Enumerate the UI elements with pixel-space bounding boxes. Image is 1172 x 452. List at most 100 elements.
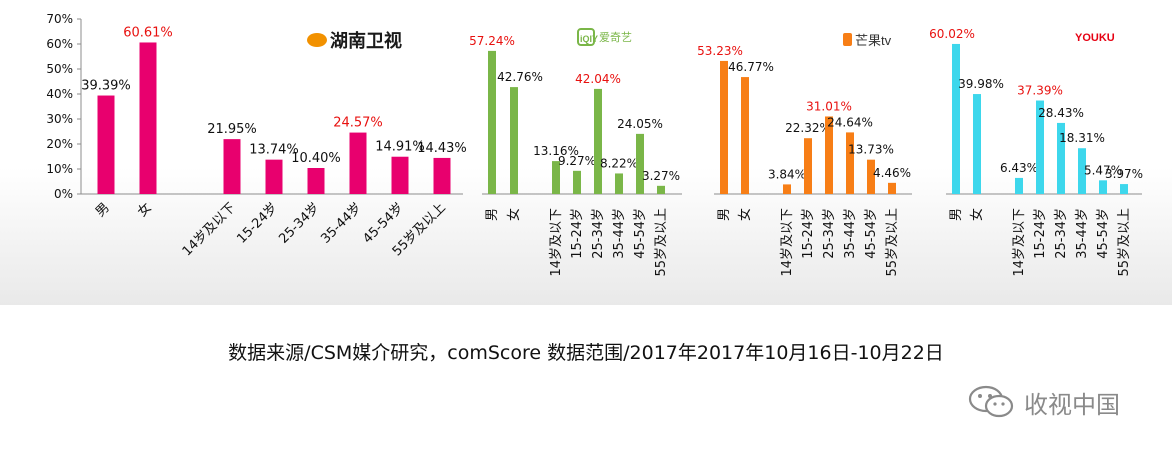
x-tick-label-1-2: 14岁及以下 [549,208,564,277]
logo-hunan-text: 湖南卫视 [330,30,402,51]
watermark-text: 收视中国 [1024,390,1120,419]
x-tick-label-0-3: 15-24岁 [234,200,281,247]
x-tick-label-1-0: 男 [485,208,500,221]
y-tick-label: 70% [46,12,73,26]
data-source-note: 数据来源/CSM媒介研究，comScore 数据范围/2017年2017年10月… [228,342,944,364]
data-label-2-5: 24.64% [827,115,873,129]
x-tick-label-1-1: 女 [506,208,522,221]
data-label-1-7: 3.27% [642,169,680,183]
bar-2-4 [825,116,833,194]
logo-youku-text: YOUKU [1075,32,1115,44]
y-tick-label: 20% [46,137,73,151]
data-label-0-7: 14.43% [417,141,467,156]
bar-1-7 [657,185,665,194]
x-tick-label-1-3: 15-24岁 [570,208,585,259]
x-tick-label-2-6: 45-54岁 [864,208,879,259]
x-tick-label-2-4: 25-34岁 [822,208,837,259]
watermark: 收视中国 [968,382,1120,422]
x-tick-label-0-4: 25-34岁 [276,200,323,247]
data-label-0-6: 14.91% [375,140,425,155]
x-tick-label-3-4: 25-34岁 [1054,208,1069,259]
logo-mango: 芒果tv [843,33,892,48]
logo-mango-text: 芒果tv [855,33,892,48]
data-label-1-0: 57.24% [469,34,515,48]
data-label-3-3: 37.39% [1017,84,1063,98]
bar-0-6 [391,156,409,194]
bar-2-1 [741,77,749,194]
data-label-0-5: 24.57% [333,116,383,131]
data-label-0-1: 60.61% [123,25,173,40]
data-label-2-2: 3.84% [768,167,806,181]
bar-0-3 [265,159,283,194]
y-tick-label: 40% [46,87,73,101]
data-label-3-7: 3.97% [1105,167,1143,181]
x-tick-label-2-2: 14岁及以下 [780,208,795,277]
bar-3-4 [1057,122,1065,194]
data-label-2-0: 53.23% [697,44,743,58]
x-tick-label-3-7: 55岁及以上 [1117,208,1132,277]
data-label-3-2: 6.43% [1000,161,1038,175]
data-label-3-6: 5.47% [1084,163,1122,177]
data-label-0-4: 10.40% [291,151,341,166]
data-label-0-2: 21.95% [207,122,257,137]
x-tick-label-3-5: 35-44岁 [1075,208,1090,259]
bar-0-2 [223,139,241,194]
logo-hunan: 湖南卫视 [307,30,402,51]
bar-0-7 [433,157,451,194]
chart-panel: 湖南卫视 iQIY 爱奇艺 芒果tv YOUKU 70% 60% 50% 40% 30%… [0,0,1172,305]
bar-3-6 [1099,180,1107,194]
bar-0-5 [349,132,367,194]
x-tick-label-0-0: 男 [93,200,113,220]
data-label-2-3: 22.32% [785,121,831,135]
x-tick-label-1-4: 25-34岁 [591,208,606,259]
x-tick-label-2-7: 55岁及以上 [885,208,900,277]
x-tick-label-0-5: 35-44岁 [318,200,365,247]
bar-1-3 [573,170,581,194]
y-tick-label: 0% [54,187,73,201]
mango-logo-icon [843,33,852,46]
data-label-3-5: 18.31% [1059,131,1105,145]
bar-3-5 [1078,148,1086,194]
data-label-2-6: 13.73% [848,143,894,157]
data-label-1-3: 9.27% [558,154,596,168]
data-label-3-0: 60.02% [929,27,975,41]
y-tick-label: 10% [46,162,73,176]
x-tick-label-1-6: 45-54岁 [633,208,648,259]
bar-2-5 [846,132,854,194]
data-label-2-7: 4.46% [873,166,911,180]
x-tick-label-3-3: 15-24岁 [1033,208,1048,259]
bar-1-0 [488,50,496,195]
logo-iqiyi: iQIY 爱奇艺 [577,28,632,46]
bar-0-4 [307,168,325,194]
x-tick-label-1-7: 55岁及以上 [654,208,669,277]
bar-2-7 [888,182,896,194]
x-tick-label-3-6: 45-54岁 [1096,208,1111,259]
y-tick-label: 60% [46,37,73,51]
bar-1-6 [636,133,644,194]
data-label-1-2: 13.16% [533,144,579,158]
data-label-3-1: 39.98% [958,77,1004,91]
bar-1-2 [552,161,560,194]
wechat-icon [968,385,1014,418]
y-tick-label: 30% [46,112,73,126]
x-tick-label-2-1: 女 [737,208,753,221]
bar-chart: 湖南卫视 iQIY 爱奇艺 芒果tv YOUKU 70% 60% 50% 40% 30%… [46,12,1143,277]
x-tick-label-2-5: 35-44岁 [843,208,858,259]
x-tick-label-2-0: 男 [717,208,732,221]
x-tick-label-3-1: 女 [969,208,985,221]
bar-0-1 [139,42,157,194]
data-label-1-4: 42.04% [575,72,621,86]
logo-iqiyi-mark: iQIY [580,34,598,44]
data-label-3-4: 28.43% [1038,106,1084,120]
data-label-1-6: 24.05% [617,117,663,131]
bar-2-6 [867,159,875,194]
bar-1-1 [510,87,518,194]
logo-youku: YOUKU [1075,32,1115,44]
bar-3-2 [1015,177,1023,194]
bar-2-2 [783,184,791,194]
data-label-1-1: 42.76% [497,70,543,84]
x-tick-label-3-0: 男 [949,208,964,221]
x-tick-label-2-3: 15-24岁 [801,208,816,259]
data-label-0-3: 13.74% [249,143,299,158]
bar-2-0 [720,60,728,194]
